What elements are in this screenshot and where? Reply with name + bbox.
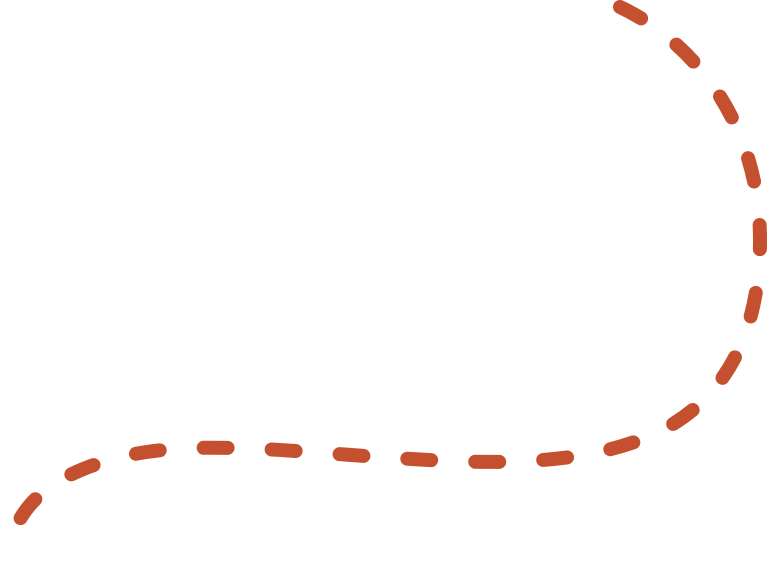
dashed-curve (3, 0, 768, 552)
